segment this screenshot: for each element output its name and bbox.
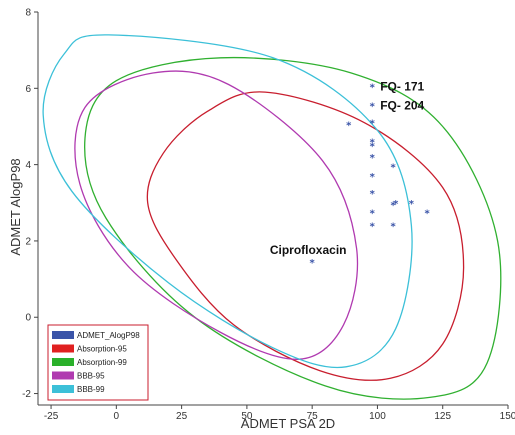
ellipse-layer <box>42 34 502 400</box>
ellipse-absorption-95 <box>146 91 465 381</box>
data-points: *** ********* **** ** <box>310 82 431 269</box>
legend-label: Absorption-95 <box>77 345 127 354</box>
legend-swatch <box>52 331 74 339</box>
legend-swatch <box>52 371 74 380</box>
legend-label: ADMET_AlogP98 <box>77 331 140 340</box>
x-tick-label: 125 <box>434 411 451 422</box>
data-point: * <box>370 208 376 219</box>
y-tick-label: 0 <box>25 313 31 324</box>
ellipse-bbb-99 <box>42 34 413 369</box>
x-tick-label: 25 <box>176 411 188 422</box>
legend-label: BBB-95 <box>77 372 105 381</box>
data-point: * <box>370 101 376 112</box>
data-point: * <box>370 189 376 200</box>
data-point: * <box>346 121 352 132</box>
x-tick-label: 0 <box>114 411 120 422</box>
ellipse-absorption-99 <box>84 56 502 400</box>
data-point: * <box>370 172 376 183</box>
y-tick-label: 6 <box>25 84 31 95</box>
y-axis-title: ADMET AlogP98 <box>8 158 23 255</box>
y-tick-label: 2 <box>25 236 31 247</box>
data-point: * <box>370 138 376 149</box>
x-tick-label: 150 <box>500 411 515 422</box>
annotation-label: Ciprofloxacin <box>270 243 347 257</box>
legend-label: Absorption-99 <box>77 358 127 367</box>
y-tick-label: 8 <box>25 8 31 19</box>
y-tick-labels: 8 6 4 2 0 -2 <box>22 8 38 400</box>
x-tick-label: -25 <box>44 411 59 422</box>
annotations: FQ- 171 FQ- 204 Ciprofloxacin <box>270 79 425 257</box>
x-tick-label: 75 <box>307 411 319 422</box>
data-point: * <box>390 163 396 174</box>
data-point: * <box>390 222 396 233</box>
legend-label: BBB-99 <box>77 385 105 394</box>
data-point: * <box>390 201 396 212</box>
legend: ADMET_AlogP98 Absorption-95 Absorption-99 B… <box>47 324 149 401</box>
data-point: * <box>370 82 376 93</box>
data-point: * <box>310 258 316 269</box>
annotation-label: FQ- 204 <box>380 98 424 112</box>
x-tick-label: 50 <box>241 411 253 422</box>
legend-swatch <box>52 358 74 366</box>
data-point: * <box>370 153 376 164</box>
data-point: * <box>424 208 430 219</box>
legend-swatch <box>52 385 74 393</box>
x-axis-title: ADMET PSA 2D <box>241 416 335 431</box>
data-point: * <box>370 142 376 153</box>
data-point: * <box>370 119 376 130</box>
data-point: * <box>409 199 415 210</box>
annotation-label: FQ- 171 <box>380 79 424 93</box>
data-point: * <box>393 199 399 210</box>
x-tick-label: 100 <box>369 411 386 422</box>
data-point: * <box>370 222 376 233</box>
y-tick-label: 4 <box>25 160 31 171</box>
y-tick-label: -2 <box>22 389 31 400</box>
x-tick-labels: -25 0 25 50 75 100 125 150 <box>44 405 515 422</box>
legend-swatch <box>52 344 74 353</box>
